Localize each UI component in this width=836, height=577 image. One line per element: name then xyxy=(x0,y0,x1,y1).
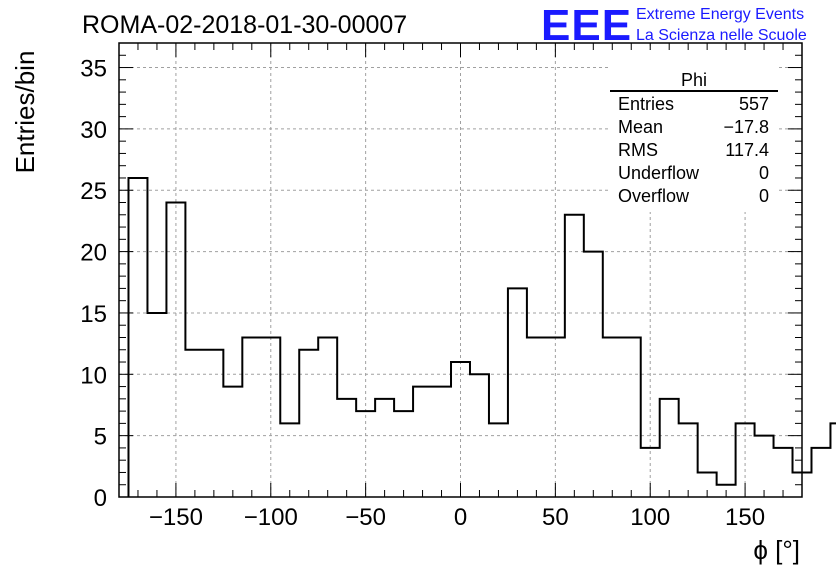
x-tick-label: −100 xyxy=(244,504,298,531)
y-tick-label: 25 xyxy=(80,178,107,205)
stats-row-value: −17.8 xyxy=(723,117,769,137)
stats-row-value: 0 xyxy=(759,186,769,206)
stats-row-label: Overflow xyxy=(618,186,690,206)
y-tick-label: 20 xyxy=(80,240,107,267)
x-tick-label: −150 xyxy=(149,504,203,531)
x-tick-label: 50 xyxy=(542,504,569,531)
eee-logo: EEE Extreme Energy Events La Scienza nel… xyxy=(541,1,807,50)
stats-row-label: Underflow xyxy=(618,163,700,183)
stats-row-label: Entries xyxy=(618,94,674,114)
plot-grid xyxy=(119,43,802,497)
y-axis-ticks: 0 5 10 15 20 25 30 35 xyxy=(80,54,802,512)
x-axis-label: ϕ [°] xyxy=(753,535,800,565)
stats-row-label: Mean xyxy=(618,117,663,137)
x-tick-label: −50 xyxy=(345,504,386,531)
stats-row-label: RMS xyxy=(618,140,658,160)
y-tick-label: 5 xyxy=(94,424,107,451)
run-title: ROMA-02-2018-01-30-00007 xyxy=(82,11,407,39)
stats-row-value: 117.4 xyxy=(725,140,769,160)
y-tick-label: 10 xyxy=(80,362,107,389)
stats-rows: Entries 557 Mean −17.8 RMS 117.4 Underflow 0 Ove… xyxy=(618,94,769,206)
logo-line-1: Extreme Energy Events xyxy=(636,6,804,23)
stats-box: Phi Entries 557 Mean −17.8 RMS 117.4 Underflow… xyxy=(610,50,778,212)
histogram-line xyxy=(127,176,836,497)
y-axis-label: Entries/bin xyxy=(10,51,40,174)
x-tick-label: 150 xyxy=(725,504,765,531)
y-tick-label: 35 xyxy=(80,56,107,83)
stats-box-background xyxy=(610,50,778,212)
x-axis-ticks: −150 −100 −50 0 50 100 150 xyxy=(118,43,803,531)
x-tick-label: 100 xyxy=(630,504,670,531)
stats-box-title: Phi xyxy=(681,70,707,90)
x-tick-label: 0 xyxy=(454,504,467,531)
logo-line-2: La Scienza nelle Scuole xyxy=(636,27,807,44)
stats-row-value: 0 xyxy=(759,163,769,183)
eee-logo-mark: EEE xyxy=(541,1,632,50)
stats-row-value: 557 xyxy=(739,94,769,114)
y-tick-label: 15 xyxy=(80,301,107,328)
y-tick-label: 30 xyxy=(80,117,107,144)
y-tick-label: 0 xyxy=(94,485,107,512)
